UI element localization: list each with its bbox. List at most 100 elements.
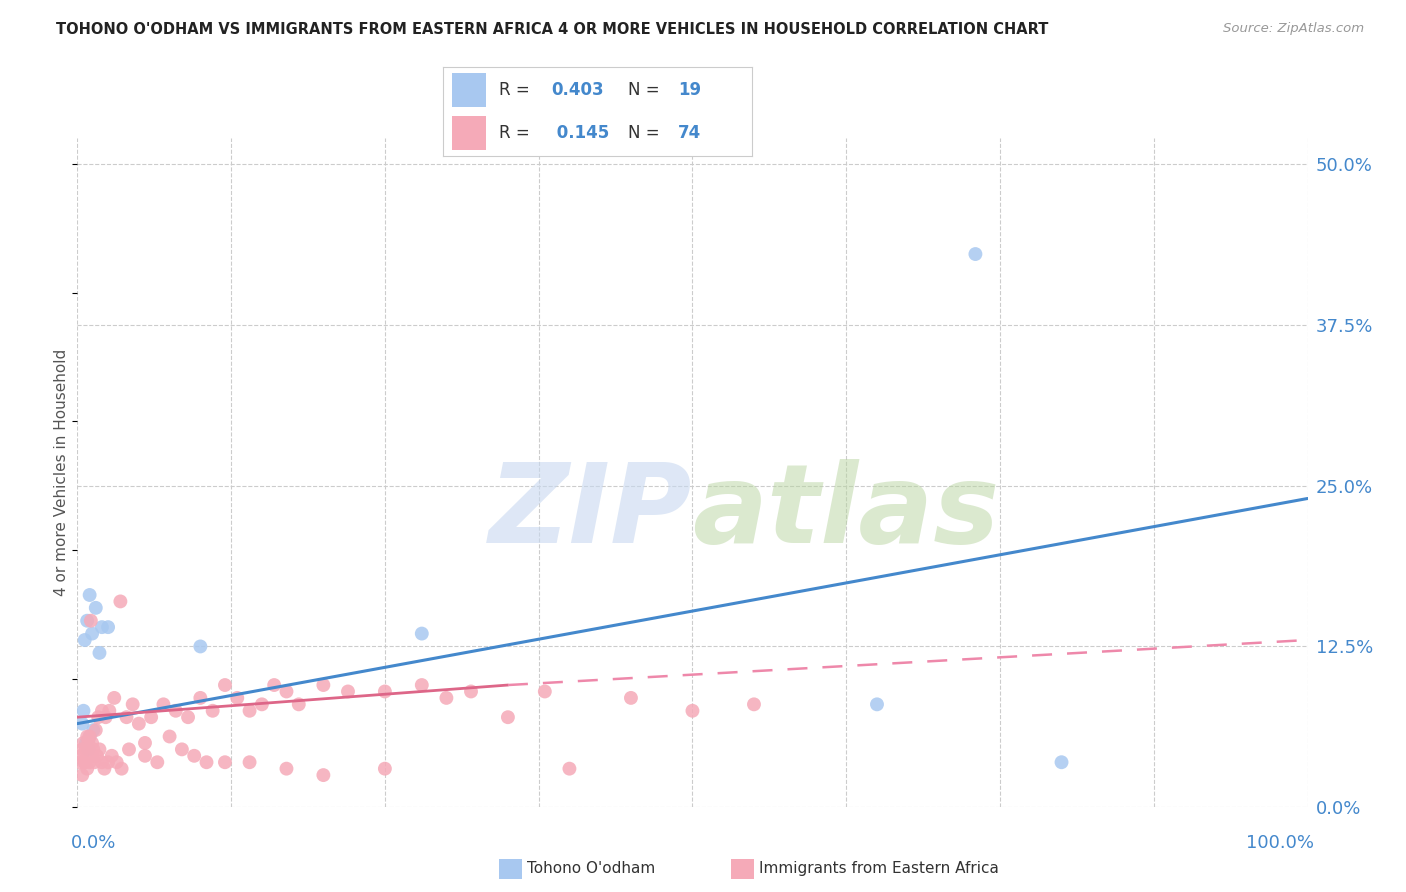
Point [90,756,114,770]
Point [103,690,125,705]
Y-axis label: 4 or more Vehicles in Household: 4 or more Vehicles in Household [53,349,69,597]
Point [742,698,765,712]
Point [72,736,94,750]
Point [97,756,120,770]
Point [128,716,150,731]
Point [70,768,93,782]
Point [411,678,433,692]
Point [121,698,143,712]
Point [101,748,124,763]
Point [73,756,96,770]
Point [183,748,205,763]
Point [146,756,169,770]
Point [75,742,97,756]
Point [226,690,249,705]
Point [436,690,458,705]
Point [159,730,181,744]
Text: 19: 19 [678,81,702,99]
Point [134,736,156,750]
Point [84,600,107,615]
FancyBboxPatch shape [453,73,486,107]
Point [90,704,114,718]
Point [496,710,519,724]
Point [558,762,581,776]
Point [250,698,273,712]
Point [134,748,156,763]
Point [76,614,98,628]
Point [312,678,335,692]
Point [82,748,104,763]
Point [534,684,557,698]
Point [141,710,163,724]
Point [288,698,311,712]
Point [84,723,107,737]
Point [177,710,200,724]
Point [77,742,100,756]
Point [98,704,121,718]
Text: Immigrants from Eastern Africa: Immigrants from Eastern Africa [759,862,1000,876]
Point [93,762,115,776]
Point [105,756,128,770]
Point [620,690,643,705]
Text: N =: N = [628,81,665,99]
Text: 74: 74 [678,124,702,142]
Point [79,730,101,744]
Point [87,710,110,724]
Point [79,756,101,770]
Point [214,756,236,770]
Point [239,756,262,770]
Point [83,756,105,770]
Text: N =: N = [628,124,665,142]
Point [69,756,91,770]
Point [76,762,98,776]
Point [190,640,212,654]
Text: R =: R = [499,124,534,142]
Point [276,684,298,698]
Point [965,247,987,261]
Point [70,742,93,756]
Point [82,626,104,640]
Point [73,633,96,648]
Text: 0.403: 0.403 [551,81,603,99]
Point [276,762,298,776]
Point [460,684,482,698]
Point [86,748,108,763]
Point [190,690,212,705]
Point [73,756,96,770]
Point [337,684,360,698]
Point [111,762,134,776]
Point [214,678,236,692]
Point [411,626,433,640]
Point [263,678,285,692]
Text: 0.145: 0.145 [551,124,609,142]
Point [374,762,396,776]
Point [866,698,889,712]
Point [201,704,224,718]
Point [118,742,141,756]
Point [682,704,704,718]
Text: ZIP: ZIP [489,459,693,566]
Point [110,594,132,608]
Text: Source: ZipAtlas.com: Source: ZipAtlas.com [1223,22,1364,36]
Text: R =: R = [499,81,534,99]
Point [70,716,93,731]
Point [94,710,117,724]
Text: 0.0%: 0.0% [72,834,117,852]
Point [115,710,138,724]
Text: Tohono O'odham: Tohono O'odham [527,862,655,876]
Text: 100.0%: 100.0% [1246,834,1313,852]
Point [82,736,104,750]
Point [152,698,174,712]
Point [70,748,93,763]
Point [374,684,396,698]
Point [312,768,335,782]
Point [79,730,101,744]
Point [76,730,98,744]
Point [170,742,193,756]
Point [89,646,111,660]
Point [195,756,218,770]
Point [80,614,103,628]
Point [79,588,101,602]
Text: TOHONO O'ODHAM VS IMMIGRANTS FROM EASTERN AFRICA 4 OR MORE VEHICLES IN HOUSEHOLD: TOHONO O'ODHAM VS IMMIGRANTS FROM EASTER… [56,22,1049,37]
Text: atlas: atlas [693,459,1000,566]
